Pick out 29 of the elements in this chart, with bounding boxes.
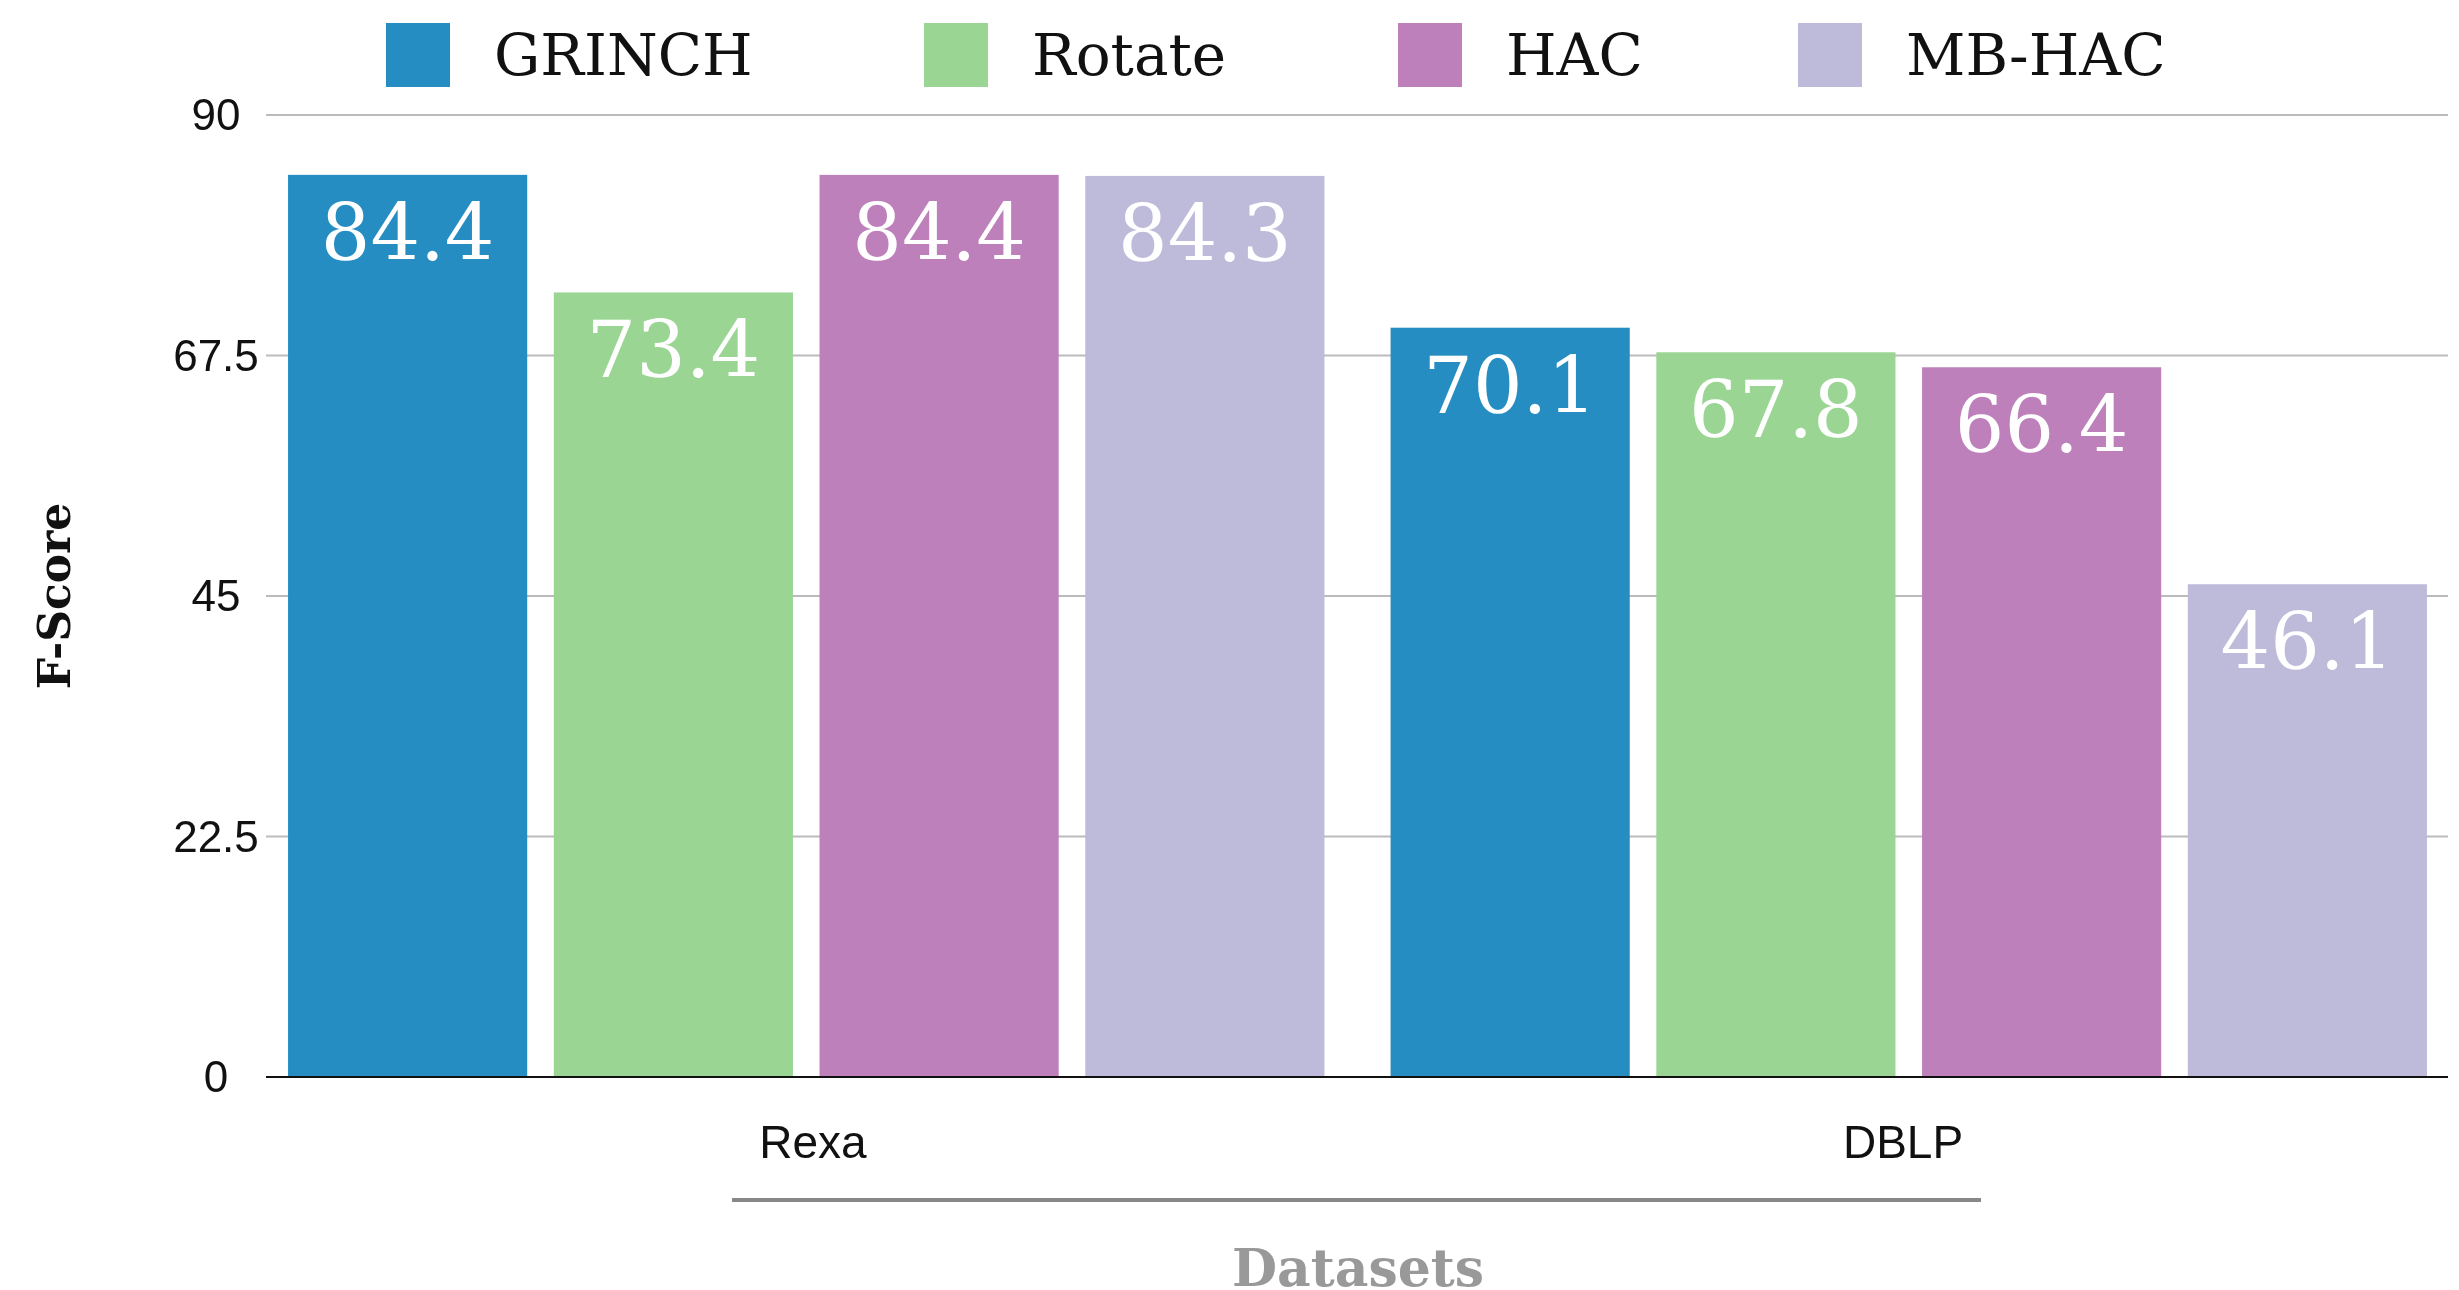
data-label: 84.3 <box>1118 188 1292 279</box>
legend-label: GRINCH <box>494 21 753 89</box>
legend-label: MB-HAC <box>1906 21 2166 89</box>
x-tick-label: DBLP <box>1842 1116 1964 1168</box>
bar <box>819 174 1059 1077</box>
data-label: 70.1 <box>1423 340 1597 431</box>
data-label: 46.1 <box>2220 597 2395 688</box>
x-axis-title: Datasets <box>1231 1237 1485 1290</box>
bar <box>288 174 528 1077</box>
bar <box>1922 367 2162 1077</box>
data-label: 84.4 <box>852 187 1026 278</box>
y-tick-label: 0 <box>203 1052 229 1101</box>
x-tick-label: Rexa <box>759 1116 868 1168</box>
data-label: 84.4 <box>320 187 495 278</box>
data-label: 67.8 <box>1689 365 1863 456</box>
bar <box>2187 584 2427 1077</box>
legend-label: Rotate <box>1032 21 1227 89</box>
y-tick-label: 90 <box>191 90 241 139</box>
y-tick-label: 22.5 <box>173 811 259 861</box>
y-tick-label: 45 <box>191 571 241 620</box>
bar <box>1656 352 1896 1077</box>
data-label: 73.4 <box>586 305 761 396</box>
y-axis-title: F-Score <box>29 502 80 690</box>
bar <box>553 292 793 1077</box>
data-label: 66.4 <box>1954 380 2129 471</box>
legend-label: HAC <box>1506 21 1643 89</box>
y-tick-label: 67.5 <box>173 330 259 380</box>
bar <box>1390 327 1630 1077</box>
bar <box>1085 175 1325 1077</box>
